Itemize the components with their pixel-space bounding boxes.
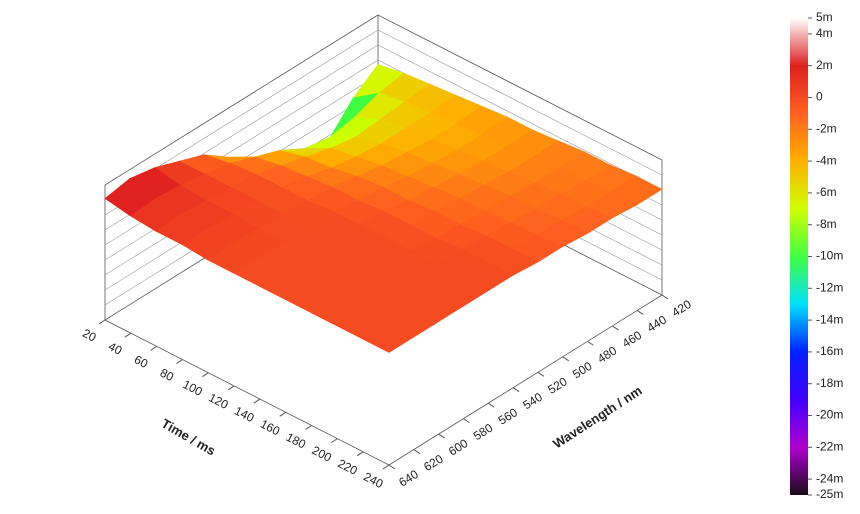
y-tick xyxy=(305,425,312,430)
y-tick xyxy=(382,464,390,470)
x-tick xyxy=(636,310,644,315)
x-tick xyxy=(463,418,470,424)
wall-line xyxy=(377,44,663,191)
colorbar-tick-label: -10m xyxy=(816,249,843,263)
x-tick-label: 440 xyxy=(645,312,670,335)
x-tick-label: 500 xyxy=(570,359,595,382)
x-tick-label: 460 xyxy=(620,328,645,351)
y-tick-label: 60 xyxy=(132,352,151,371)
y-tick-label: 240 xyxy=(361,469,385,491)
x-tick xyxy=(661,294,669,300)
x-tick-label: 520 xyxy=(545,374,570,397)
colorbar-tick-label: -20m xyxy=(816,408,843,422)
x-tick-label: 480 xyxy=(595,343,620,366)
colorbar-tick-label: -25m xyxy=(816,487,843,501)
colorbar-tick-label: -14m xyxy=(816,312,843,326)
y-tick-label: 160 xyxy=(258,417,282,439)
y-axis-title: Time / ms xyxy=(159,416,218,459)
y-tick xyxy=(253,398,261,404)
y-tick-label: 180 xyxy=(284,430,308,452)
wall-line xyxy=(377,29,663,176)
x-tick xyxy=(537,371,545,377)
colorbar-tick-label: -24m xyxy=(816,471,843,485)
x-tick-label: 580 xyxy=(471,421,496,444)
x-tick xyxy=(438,433,445,439)
x-axis-title: Wavelength / nm xyxy=(550,383,644,452)
colorbar-tick-label: -12m xyxy=(816,280,843,294)
y-tick-label: 200 xyxy=(310,443,334,465)
y-tick xyxy=(356,451,364,457)
colorbar-tick-label: -22m xyxy=(816,439,843,453)
x-tick-label: 600 xyxy=(446,436,471,459)
x-tick xyxy=(413,449,421,454)
y-axis-line xyxy=(104,319,390,466)
x-tick-label: 640 xyxy=(396,467,421,490)
colorbar-tick-label: 5m xyxy=(816,10,833,24)
colorbar-tick-label: 4m xyxy=(816,26,833,40)
colorbar-tick-label: -4m xyxy=(816,153,837,167)
colorbar xyxy=(790,18,808,495)
x-tick xyxy=(587,340,594,346)
y-tick-label: 120 xyxy=(206,390,230,412)
x-tick xyxy=(487,402,495,408)
x-tick xyxy=(562,356,570,362)
x-tick xyxy=(388,464,396,470)
colorbar-tick-label: 2m xyxy=(816,58,833,72)
x-axis-line xyxy=(388,294,663,466)
colorbar-tick-label: -6m xyxy=(816,185,837,199)
colorbar-tick-label: 0 xyxy=(816,90,823,104)
colorbar-tick-label: -16m xyxy=(816,344,843,358)
surface-cell xyxy=(362,323,415,353)
colorbar-tick-label: -2m xyxy=(816,121,837,135)
y-tick xyxy=(98,319,106,325)
x-tick-label: 540 xyxy=(520,390,545,413)
y-tick xyxy=(176,359,183,364)
y-tick-label: 40 xyxy=(106,339,125,358)
y-tick xyxy=(201,372,209,378)
y-tick xyxy=(279,411,287,417)
x-tick xyxy=(512,387,520,393)
y-tick-label: 140 xyxy=(232,404,256,426)
colorbar-tick-label: -18m xyxy=(816,376,843,390)
y-tick-label: 220 xyxy=(335,456,359,478)
y-tick xyxy=(124,332,132,338)
y-tick xyxy=(227,385,235,391)
box-edge xyxy=(104,14,379,186)
colorbar-tick-label: -8m xyxy=(816,217,837,231)
x-tick xyxy=(612,325,619,331)
y-tick-label: 20 xyxy=(80,326,99,345)
y-tick-label: 100 xyxy=(181,377,205,399)
x-tick-label: 560 xyxy=(496,405,521,428)
y-tick xyxy=(150,345,157,351)
x-tick-label: 420 xyxy=(669,297,694,320)
surface xyxy=(104,64,663,353)
box-edge xyxy=(377,14,663,161)
y-tick-label: 80 xyxy=(158,366,177,385)
colorbar-axis: 5m 4m 2m 0 -2m -4m -6m -8m -10m -12m -14m -16m -18m -… xyxy=(808,10,843,501)
y-tick xyxy=(331,438,338,444)
x-tick-label: 620 xyxy=(421,451,446,474)
